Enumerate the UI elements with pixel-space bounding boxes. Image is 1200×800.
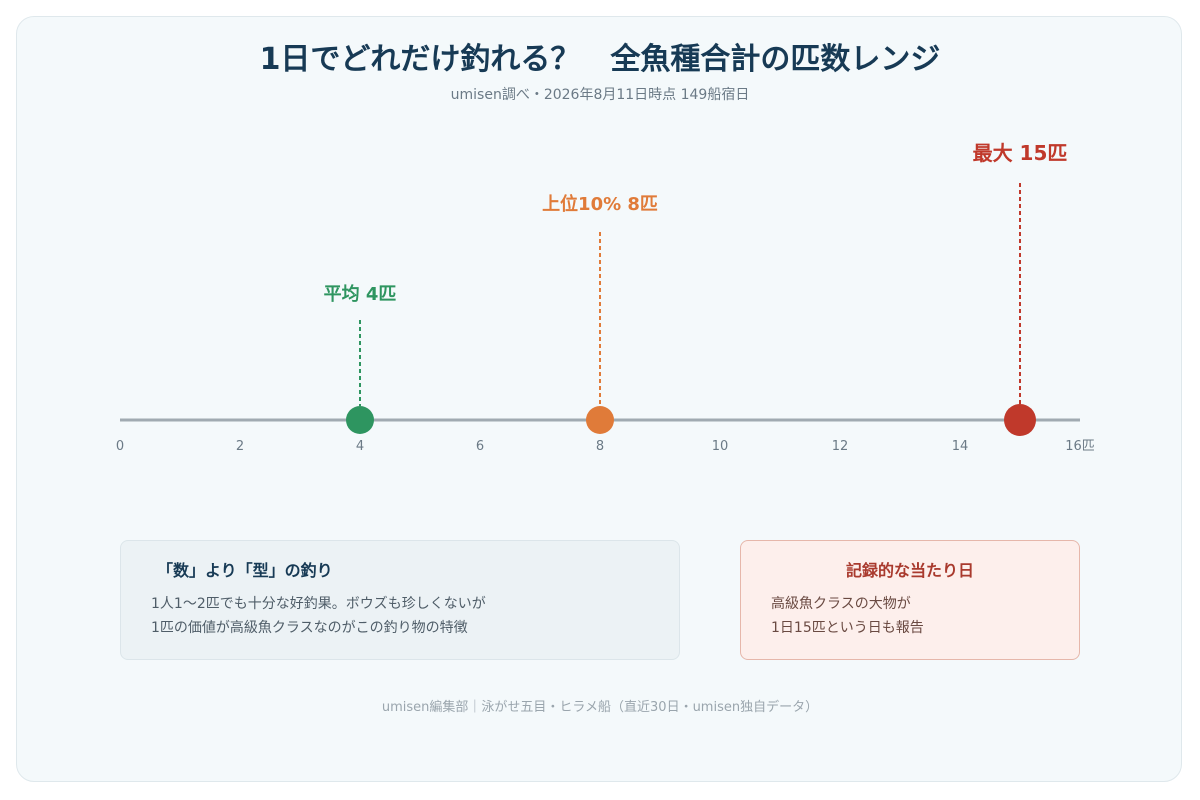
note-right-line-2: 1日15匹という日も報告 bbox=[771, 620, 924, 636]
page-title: 1日でどれだけ釣れる？ 全魚種合計の匹数レンジ bbox=[259, 42, 941, 77]
x-tick-label: 4 bbox=[356, 439, 364, 454]
note-left-title: 「数」より「型」の釣り bbox=[157, 561, 333, 580]
max-marker-dot bbox=[1004, 404, 1036, 436]
note-box-left: 「数」より「型」の釣り 1人1〜2匹でも十分な好釣果。ボウズも珍しくないが 1匹… bbox=[120, 540, 680, 660]
x-tick-label: 10 bbox=[712, 439, 729, 454]
x-tick-label: 14 bbox=[952, 439, 969, 454]
note-box-right: 記録的な当たり日 高級魚クラスの大物が 1日15匹という日も報告 bbox=[740, 540, 1080, 660]
max-marker-label: 最大 15匹 bbox=[973, 141, 1068, 165]
top10-marker-dot bbox=[586, 406, 614, 434]
x-tick-label: 2 bbox=[236, 439, 244, 454]
average-marker-label: 平均 4匹 bbox=[324, 283, 397, 305]
footer-credit: umisen編集部｜泳がせ五目・ヒラメ船（直近30日・umisen独自データ） bbox=[381, 700, 819, 715]
x-tick-label: 6 bbox=[476, 439, 484, 454]
note-left-line-1: 1人1〜2匹でも十分な好釣果。ボウズも珍しくないが bbox=[151, 596, 486, 612]
x-tick-label: 0 bbox=[116, 439, 124, 454]
top10-marker-label: 上位10% 8匹 bbox=[542, 193, 658, 215]
note-right-line-1: 高級魚クラスの大物が bbox=[771, 596, 911, 612]
note-left-line-2: 1匹の価値が高級魚クラスなのがこの釣り物の特徴 bbox=[151, 620, 468, 636]
note-right-title: 記録的な当たり日 bbox=[845, 561, 974, 580]
x-tick-label: 12 bbox=[832, 439, 849, 454]
x-tick-label: 8 bbox=[596, 439, 604, 454]
page-subtitle: umisen調べ・2026年8月11日時点 149船宿日 bbox=[450, 87, 750, 103]
average-marker-dot bbox=[346, 406, 374, 434]
x-tick-label: 16匹 bbox=[1065, 439, 1095, 454]
